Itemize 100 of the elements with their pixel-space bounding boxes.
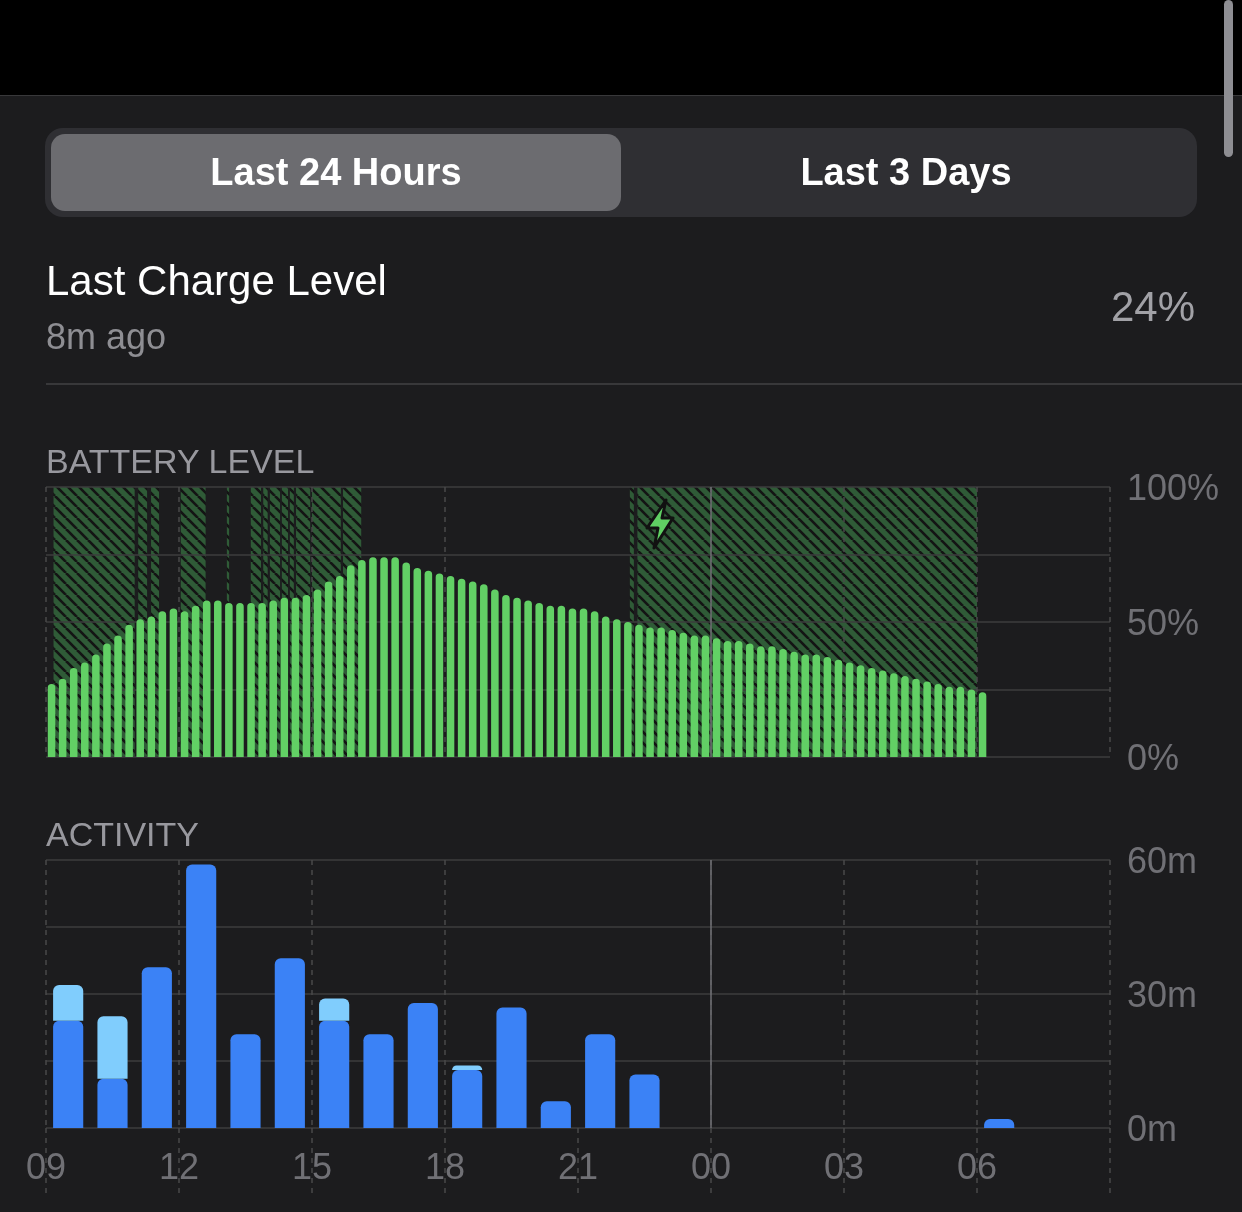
bar [912, 678, 920, 757]
bar [601, 616, 610, 757]
y-tick-label: 0% [1127, 736, 1180, 778]
bar [47, 684, 56, 757]
bar [92, 654, 100, 757]
bar [413, 568, 422, 757]
bar [856, 665, 865, 757]
bar [125, 624, 133, 757]
bar [546, 605, 555, 757]
bar [169, 608, 178, 757]
x-tick-label: 21 [557, 1145, 599, 1187]
bar [53, 985, 84, 1021]
bar [180, 611, 189, 757]
bar [879, 670, 887, 757]
bar [978, 692, 987, 757]
bar [812, 654, 821, 757]
x-tick-label: 12 [158, 1145, 200, 1187]
bar [319, 998, 350, 1021]
bar [613, 619, 621, 757]
bar [141, 967, 172, 1128]
bar [496, 1007, 527, 1128]
bar [480, 584, 488, 757]
bar [568, 608, 577, 757]
bar [446, 576, 455, 757]
bar [53, 1020, 84, 1128]
bar [214, 600, 222, 757]
bar [391, 557, 399, 757]
bar [734, 640, 743, 757]
bar [380, 557, 388, 757]
x-tick-label: 06 [956, 1145, 998, 1187]
bar [502, 595, 510, 757]
chart-title: BATTERY LEVEL [46, 442, 315, 480]
bar [801, 654, 809, 757]
bar [202, 600, 211, 757]
x-tick-label: 03 [823, 1145, 865, 1187]
bar [934, 684, 942, 757]
bar [319, 1020, 350, 1128]
x-tick-label: 00 [690, 1145, 732, 1187]
bar [629, 1074, 660, 1128]
bar [69, 667, 78, 757]
bar [901, 676, 909, 757]
bar [890, 673, 898, 757]
bar [186, 864, 217, 1128]
bar [657, 627, 665, 757]
bar [424, 570, 433, 757]
bar [585, 1034, 616, 1128]
bar [823, 657, 832, 757]
bar [513, 597, 521, 757]
bar [590, 611, 599, 757]
chart-title: ACTIVITY [46, 815, 200, 853]
bar [457, 578, 466, 757]
segmented-control: Last 24 Hours Last 3 Days [45, 128, 1197, 217]
y-tick-label: 100% [1127, 466, 1220, 508]
text: 24% [1110, 282, 1195, 332]
bar [723, 640, 732, 757]
y-tick-label: 30m [1127, 973, 1198, 1015]
bar [790, 651, 798, 757]
bar [535, 603, 543, 757]
bar [97, 1078, 128, 1128]
bar [646, 627, 654, 757]
x-tick-label: 09 [25, 1145, 67, 1187]
x-tick-label: 15 [291, 1145, 333, 1187]
text: Last Charge Level [46, 256, 387, 306]
bar [452, 1069, 483, 1128]
bar [524, 600, 532, 757]
bar [97, 1016, 128, 1079]
bar [845, 662, 854, 757]
bar [679, 632, 688, 757]
bar [967, 689, 976, 757]
bar [923, 681, 931, 757]
bar [834, 659, 843, 757]
bar [114, 635, 122, 757]
bar [103, 643, 111, 757]
bar [236, 603, 244, 757]
bar [867, 667, 876, 757]
bar [768, 646, 776, 757]
bar [402, 562, 410, 757]
bar [468, 581, 477, 757]
bar [363, 1034, 394, 1128]
bar [757, 646, 765, 757]
bar [191, 605, 200, 757]
bar [230, 1034, 261, 1128]
y-tick-label: 50% [1127, 601, 1200, 643]
bar [956, 686, 965, 757]
x-tick-label: 18 [424, 1145, 466, 1187]
bar [81, 662, 89, 757]
y-tick-label: 60m [1127, 839, 1198, 881]
bar [58, 678, 67, 757]
text: 8m ago [46, 315, 167, 359]
bar [324, 581, 333, 757]
y-tick-label: 0m [1127, 1107, 1178, 1149]
bar [407, 1002, 438, 1128]
bar [779, 649, 787, 757]
bar [746, 643, 754, 757]
bar [369, 557, 377, 757]
bar [579, 608, 588, 757]
bar [690, 635, 699, 757]
bar [347, 565, 355, 757]
bar [945, 686, 954, 757]
bar [435, 573, 444, 757]
